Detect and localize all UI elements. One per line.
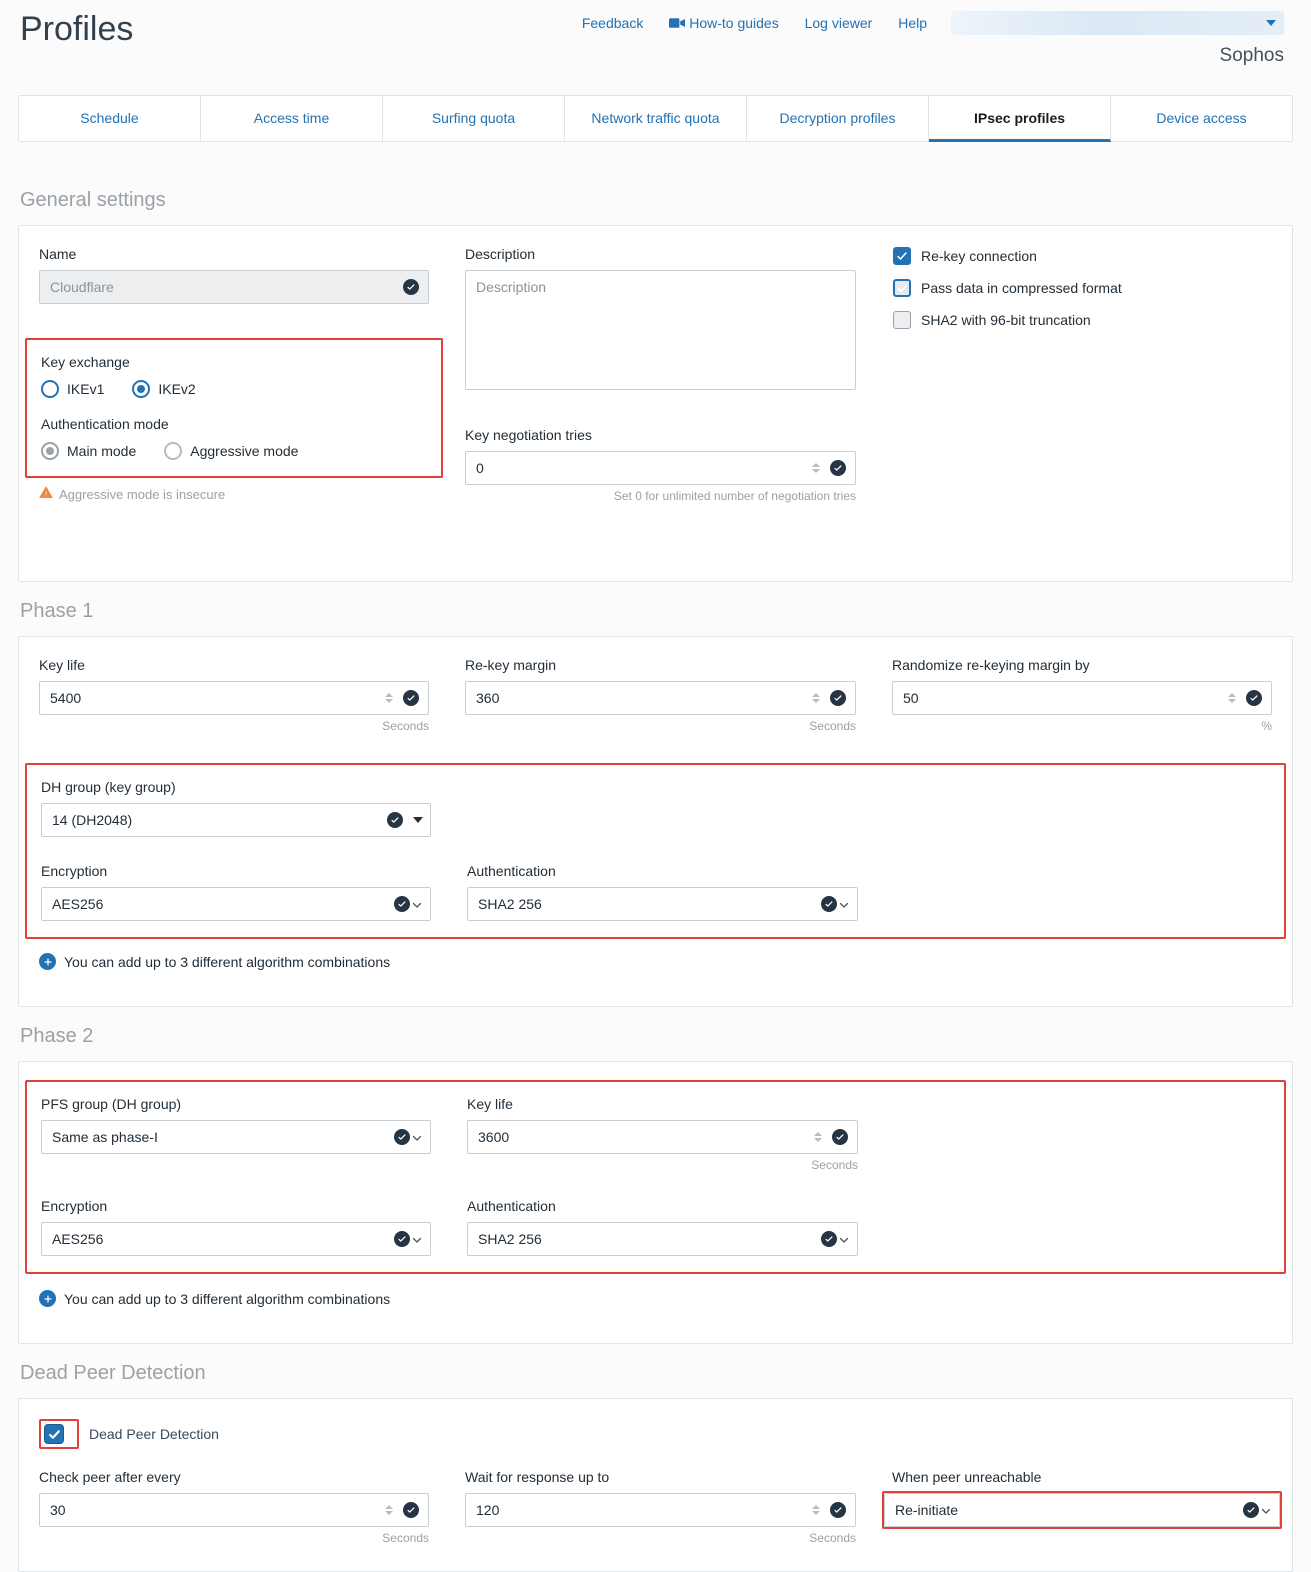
svg-text:!: ! bbox=[45, 490, 47, 499]
